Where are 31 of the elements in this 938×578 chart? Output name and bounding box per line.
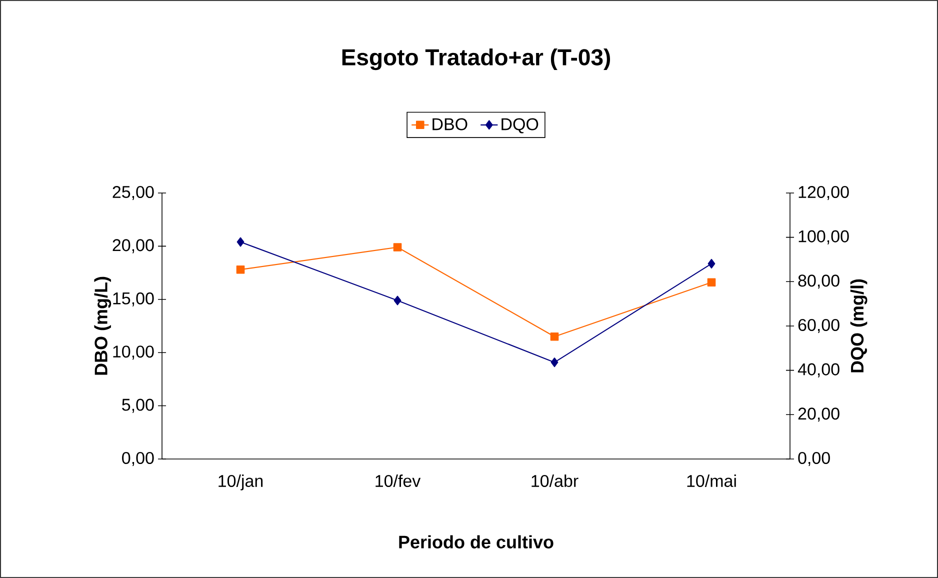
- point: [550, 358, 558, 368]
- y-tick-label: 5,00: [122, 398, 154, 413]
- point: [393, 243, 402, 252]
- y2-tick-label: 120,00: [798, 186, 849, 200]
- x-tick-label: 10/jan: [218, 474, 263, 490]
- y-axis-title: DBO (mg/L): [94, 276, 112, 375]
- point: [550, 332, 559, 341]
- y-tick-label: 25,00: [112, 186, 154, 200]
- point: [708, 258, 716, 268]
- y2-tick-label: 20,00: [798, 408, 840, 422]
- y2-tick-label: 60,00: [798, 318, 840, 334]
- x-tick-label: 10/abr: [532, 474, 578, 488]
- x-tick-label: 10/mai: [687, 474, 736, 488]
- y2-tick-label: 80,00: [798, 274, 840, 289]
- y-tick-label: 0,00: [122, 452, 154, 466]
- y-tick-label: 10,00: [113, 346, 154, 360]
- chart-title: Esgoto Tratado+ar (T-03): [342, 48, 610, 70]
- x-axis-title: Periodo de cultivo: [399, 535, 554, 548]
- point: [707, 278, 716, 287]
- y2-tick-label: 0,00: [798, 452, 830, 466]
- point: [394, 296, 402, 306]
- legend-label: DBO: [432, 118, 468, 130]
- point: [236, 265, 245, 274]
- y2-tick-label: 40,00: [798, 363, 840, 378]
- legend-label: DQO: [502, 118, 538, 134]
- x-tick-label: 10/fev: [376, 474, 421, 488]
- point: [236, 237, 244, 247]
- y-tick-label: 15,00: [113, 292, 154, 306]
- y2-tick-label: 100,00: [798, 230, 849, 244]
- y2-axis-title: DQO (mg/l): [850, 279, 868, 372]
- y-tick-label: 20,00: [112, 239, 154, 254]
